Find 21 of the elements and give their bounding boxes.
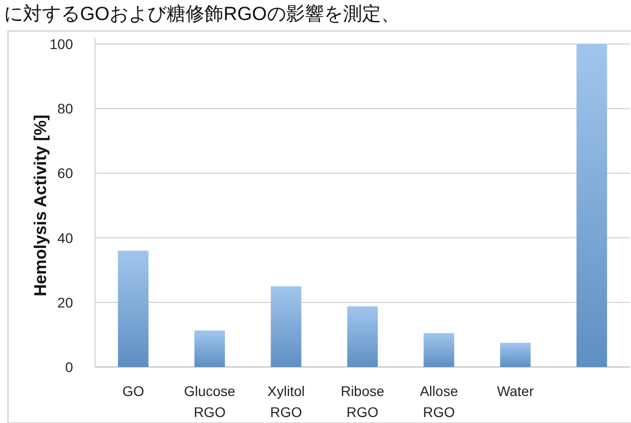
x-tick-label: Xylitol RGO (267, 383, 305, 420)
bar (500, 342, 531, 367)
x-tick-label: Glucose RGO (184, 383, 236, 420)
bar (347, 306, 378, 367)
x-tick-label: Ribose RGO (340, 383, 384, 420)
y-tick-label: 80 (57, 100, 74, 117)
x-tick-label: GO (122, 383, 144, 399)
text: に対するGOおよび糖修飾RGOの影響を測定、 (4, 3, 400, 25)
x-tick-label: Allose RGO (420, 383, 458, 420)
bar (194, 330, 225, 367)
y-tick-label: 60 (57, 165, 74, 182)
y-tick-label: 100 (50, 36, 74, 52)
x-tick-label: Water (496, 383, 534, 399)
bar (118, 250, 148, 367)
bar (270, 286, 302, 367)
y-tick-label: 0 (65, 359, 74, 375)
y-tick-label: 40 (57, 230, 74, 246)
y-axis-title: Hemolysis Activity [%] (31, 114, 50, 296)
bar (424, 333, 454, 367)
y-tick-label: 20 (57, 294, 74, 310)
bar (576, 44, 608, 367)
